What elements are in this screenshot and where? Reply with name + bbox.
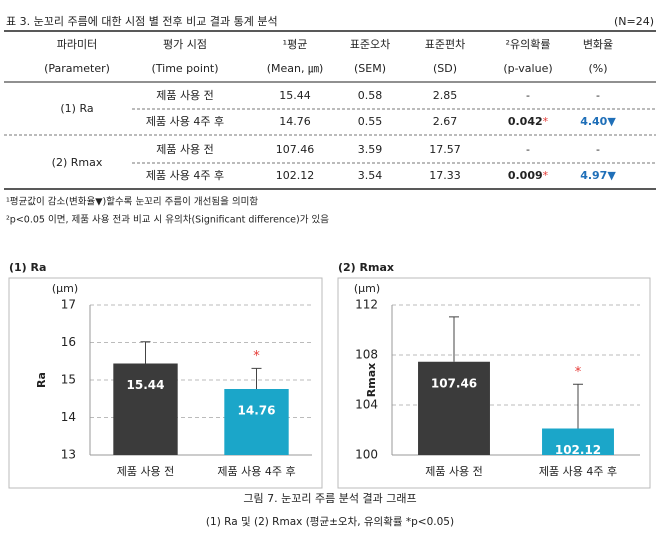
- table-cell: 107.46: [276, 143, 315, 156]
- change-cell: -: [596, 89, 600, 102]
- change-rate: 4.97: [580, 169, 607, 182]
- change-rate: -: [596, 89, 600, 102]
- significance-mark: *: [253, 349, 260, 364]
- table-cell: 102.12: [276, 169, 315, 182]
- y-tick-label: 15: [61, 373, 76, 387]
- bar: [542, 428, 614, 455]
- p-value: -: [526, 89, 530, 102]
- header-cell: ¹평균: [283, 38, 308, 51]
- unit-label: (μm): [354, 282, 380, 295]
- figure-caption: 그림 7. 눈꼬리 주름 분석 결과 그래프: [243, 492, 416, 505]
- significance-mark: *: [543, 169, 549, 182]
- table-cell: 3.59: [358, 143, 383, 156]
- table-cell: 제품 사용 4주 후: [146, 115, 224, 128]
- y-tick-label: 17: [61, 298, 76, 312]
- header-cell: 표준편차: [425, 38, 465, 51]
- header-cell: (SEM): [354, 62, 386, 75]
- header-cell: (Parameter): [44, 62, 110, 75]
- decrease-mark: ▼: [607, 169, 616, 182]
- bar-value-label: 15.44: [127, 378, 165, 392]
- p-value: 0.042: [508, 115, 543, 128]
- header-cell: (%): [588, 62, 607, 75]
- error-bar: [251, 367, 262, 389]
- decrease-mark: ▼: [607, 115, 616, 128]
- header-cell: 파라미터: [57, 38, 97, 51]
- table-cell: 17.33: [429, 169, 461, 182]
- y-tick-label: 13: [61, 448, 76, 462]
- figure-caption: (1) Ra 및 (2) Rmax (평균±오차, 유의확률 *p<0.05): [206, 515, 454, 528]
- table-cell: 0.55: [358, 115, 383, 128]
- chart-title: (1) Ra: [9, 261, 46, 274]
- x-tick-label: 제품 사용 전: [425, 465, 483, 478]
- bar: [224, 389, 289, 455]
- header-cell: (p-value): [503, 62, 552, 75]
- parameter: (1) Ra: [60, 102, 93, 115]
- header-cell: (Mean, ㎛): [267, 62, 324, 75]
- p-value: -: [526, 143, 530, 156]
- x-tick-label: 제품 사용 4주 후: [539, 465, 617, 478]
- p-value: 0.009: [508, 169, 543, 182]
- bar-value-label: 102.12: [555, 443, 601, 457]
- change-cell: 4.97▼: [580, 169, 616, 182]
- p-value-cell: -: [526, 89, 530, 102]
- error-bar: [449, 316, 459, 362]
- y-tick-label: 14: [61, 410, 76, 424]
- significance-mark: *: [575, 365, 582, 380]
- table-cell: 2.85: [433, 89, 458, 102]
- unit-label: (μm): [52, 282, 78, 295]
- sample-size: (N=24): [614, 15, 654, 28]
- table-cell: 제품 사용 4주 후: [146, 169, 224, 182]
- x-tick-label: 제품 사용 전: [117, 465, 175, 478]
- header-cell: ²유의확률: [506, 38, 551, 51]
- change-rate: 4.40: [580, 115, 607, 128]
- error-bar: [140, 341, 151, 364]
- table-cell: 제품 사용 전: [156, 143, 214, 156]
- header-cell: 표준오차: [350, 38, 390, 51]
- header-cell: (SD): [433, 62, 457, 75]
- y-tick-label: 108: [355, 348, 378, 362]
- table-cell: 17.57: [429, 143, 461, 156]
- y-axis-label: Ra: [35, 372, 48, 388]
- bar: [113, 363, 178, 455]
- bar: [418, 361, 490, 455]
- bar-value-label: 14.76: [238, 404, 276, 418]
- footnote: ¹평균값이 감소(변화율▼)할수록 눈꼬리 주름이 개선됨을 의미함: [6, 196, 258, 208]
- table-cell: 14.76: [279, 115, 311, 128]
- change-rate: -: [596, 143, 600, 156]
- table-cell: 15.44: [279, 89, 311, 102]
- y-tick-label: 112: [355, 298, 378, 312]
- bar-value-label: 107.46: [431, 376, 477, 390]
- p-value-cell: -: [526, 143, 530, 156]
- error-bar: [573, 383, 583, 429]
- parameter: (2) Rmax: [52, 156, 103, 169]
- header-cell: 변화율: [583, 38, 613, 51]
- table-cell: 0.58: [358, 89, 383, 102]
- y-tick-label: 104: [355, 398, 378, 412]
- change-cell: 4.40▼: [580, 115, 616, 128]
- significance-mark: *: [543, 115, 549, 128]
- p-value-cell: 0.009*: [508, 169, 549, 182]
- table-cell: 3.54: [358, 169, 383, 182]
- footnote: ²p<0.05 이면, 제품 사용 전과 비교 시 유의차(Significan…: [6, 214, 329, 226]
- header-cell: 평가 시점: [163, 38, 207, 51]
- table-cell: 2.67: [433, 115, 458, 128]
- table-caption: 표 3. 눈꼬리 주름에 대한 시점 별 전후 비교 결과 통계 분석: [6, 15, 278, 28]
- y-axis-label: Rmax: [365, 363, 378, 397]
- y-tick-label: 16: [61, 335, 76, 349]
- p-value-cell: 0.042*: [508, 115, 549, 128]
- x-tick-label: 제품 사용 4주 후: [217, 465, 295, 478]
- header-cell: (Time point): [151, 62, 218, 75]
- y-tick-label: 100: [355, 448, 378, 462]
- table-cell: 제품 사용 전: [156, 89, 214, 102]
- chart-frame: [8, 277, 323, 489]
- change-cell: -: [596, 143, 600, 156]
- chart-frame: [337, 277, 651, 489]
- chart-title: (2) Rmax: [338, 261, 394, 274]
